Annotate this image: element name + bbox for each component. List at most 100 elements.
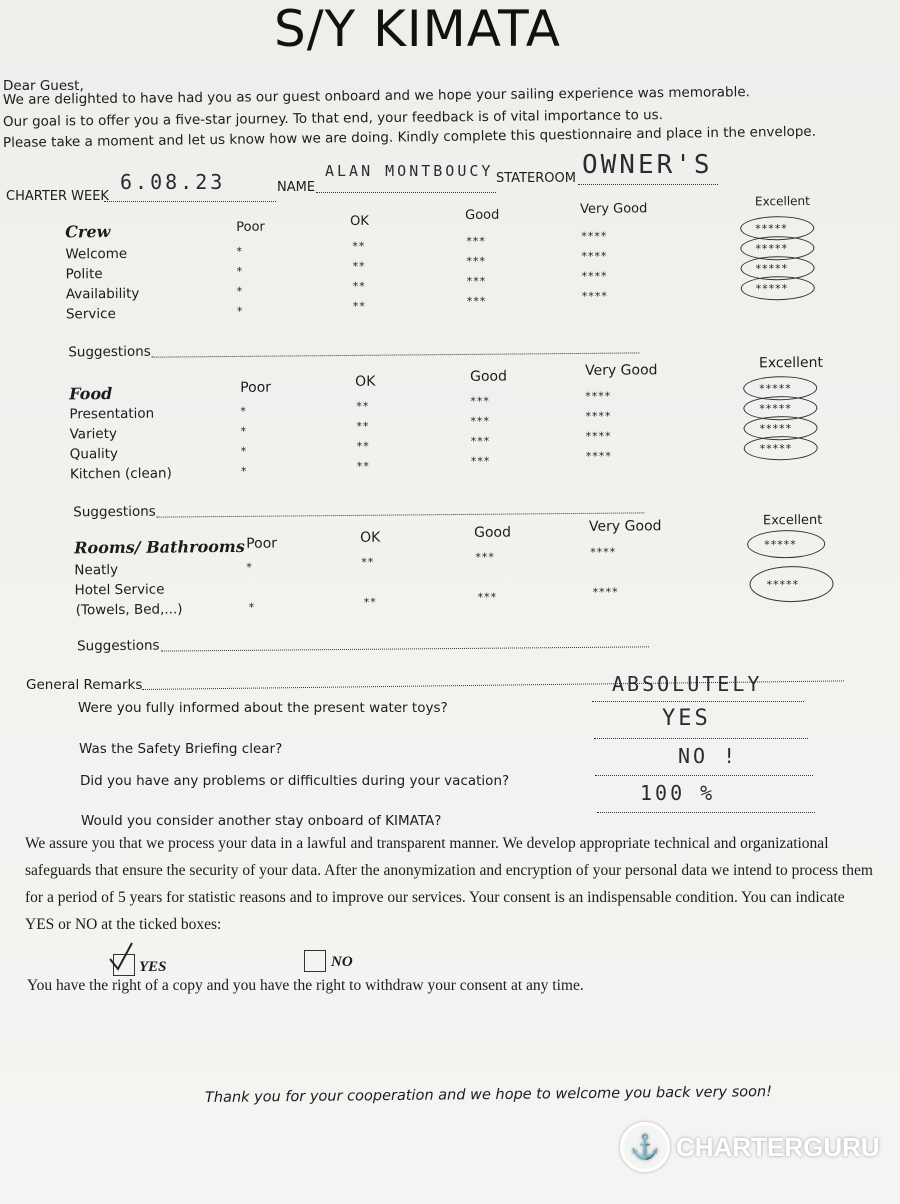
rating-good[interactable]: *** [470,394,490,408]
consent-line: for a period of 5 years for statistic re… [25,889,845,906]
item-label: Service [65,305,116,323]
section-rooms: Rooms/ Bathrooms Poor OK Good Very Good … [0,513,900,654]
yes-label: YES [139,959,167,975]
item-label: Kitchen (clean) [69,465,172,483]
rating-ok[interactable]: ** [352,299,366,313]
checkmark-icon [109,942,133,971]
rating-good[interactable]: *** [466,234,486,248]
consent-line: We assure you that we process your data … [25,835,829,852]
name-value[interactable]: ALAN MONTBOUCY [325,162,494,180]
rating-poor[interactable]: * [246,560,253,574]
name-line [316,192,496,193]
watermark-text: CHARTERGURU [676,1131,880,1162]
header-good: Good [473,524,512,541]
header-ok: OK [350,213,369,229]
rating-ok[interactable]: ** [356,419,370,433]
rating-ok[interactable]: ** [352,239,366,253]
consent-line: safeguards that ensure the security of y… [25,862,873,879]
stateroom-line [578,184,718,185]
rating-good[interactable]: *** [466,274,487,288]
item-label: (Towels, Bed,...) [75,601,183,619]
rating-ok[interactable]: ** [363,595,377,609]
rating-poor[interactable]: * [236,304,244,318]
suggestions-line[interactable] [161,646,650,652]
rating-ok[interactable]: ** [356,459,370,473]
item-label: Polite [65,266,103,283]
name-label: NAME [277,180,316,195]
item-label: Welcome [65,245,128,263]
rating-poor[interactable]: * [240,444,248,458]
header-poor: Poor [246,535,278,552]
rating-good[interactable]: *** [470,454,491,468]
header-excellent: Excellent [754,193,810,209]
header-good: Good [470,368,508,385]
rating-poor[interactable]: * [240,424,248,438]
answer-line [595,775,813,776]
rating-very-good[interactable]: **** [585,389,612,403]
intro-line: We are delighted to have had you as our … [2,84,751,108]
header-good: Good [465,207,500,223]
charter-week-label: CHARTER WEEK [6,189,109,204]
page-title: S/Y KIMATA [274,0,561,58]
question: Would you consider another stay onboard … [81,813,442,829]
rating-very-good[interactable]: **** [585,409,612,423]
no-label: NO [331,954,353,970]
rating-very-good[interactable]: **** [581,229,608,243]
no-checkbox[interactable] [304,950,326,972]
stateroom-value[interactable]: OWNER'S [582,150,713,180]
suggestions-line[interactable] [151,352,640,358]
rating-ok[interactable]: ** [361,555,375,569]
yes-checkbox[interactable] [109,942,135,976]
question: Was the Safety Briefing clear? [79,741,283,757]
answer[interactable]: YES [662,706,711,731]
section-food: Food Poor OK Good Very Good Excellent Pr… [0,355,900,521]
selected-circle [747,529,826,559]
header-excellent: Excellent [758,354,824,372]
rating-very-good[interactable]: **** [585,429,612,443]
rating-poor[interactable]: * [236,264,244,278]
rating-very-good[interactable]: **** [581,289,608,303]
rating-good[interactable]: *** [470,434,491,448]
suggestions-label: Suggestions [73,503,156,521]
answer[interactable]: NO ! [678,744,739,768]
rating-good[interactable]: *** [466,254,487,268]
rating-good[interactable]: *** [475,550,495,564]
suggestions-line[interactable] [156,512,645,518]
charter-week-value[interactable]: 6.08.23 [120,170,226,194]
rating-very-good[interactable]: **** [592,585,619,599]
rating-ok[interactable]: ** [356,399,370,413]
rating-very-good[interactable]: **** [581,249,608,263]
rating-very-good[interactable]: **** [590,545,617,559]
header-poor: Poor [236,219,265,235]
rating-ok[interactable]: ** [352,279,366,293]
rating-ok[interactable]: ** [356,439,370,453]
section-title: Crew [65,222,111,242]
section-title: Rooms/ Bathrooms [74,536,245,558]
consent-paragraph: We assure you that we process your data … [25,830,895,938]
rating-poor[interactable]: * [240,404,247,418]
rating-poor[interactable]: * [236,244,243,258]
rating-poor[interactable]: * [248,600,256,614]
rating-poor[interactable]: * [240,464,248,478]
question: Were you fully informed about the presen… [78,700,448,716]
header-poor: Poor [240,379,272,396]
answer[interactable]: ABSOLUTELY [612,672,763,696]
rights-text: You have the right of a copy and you hav… [27,977,584,994]
charter-week-line [104,201,276,202]
greeting: Dear Guest, [3,78,84,94]
answer-line [597,812,815,813]
general-remarks-label: General Remarks [26,677,143,693]
item-label: Presentation [69,405,155,423]
item-label: Neatly [74,561,119,579]
rating-poor[interactable]: * [236,284,244,298]
rating-ok[interactable]: ** [352,259,366,273]
suggestions-label: Suggestions [76,637,160,655]
rating-very-good[interactable]: **** [581,269,608,283]
rating-good[interactable]: *** [477,590,498,604]
rating-good[interactable]: *** [466,294,487,308]
header-very-good: Very Good [588,518,662,535]
rating-good[interactable]: *** [470,414,491,428]
answer[interactable]: 100 % [640,781,716,805]
rating-very-good[interactable]: **** [585,449,612,463]
